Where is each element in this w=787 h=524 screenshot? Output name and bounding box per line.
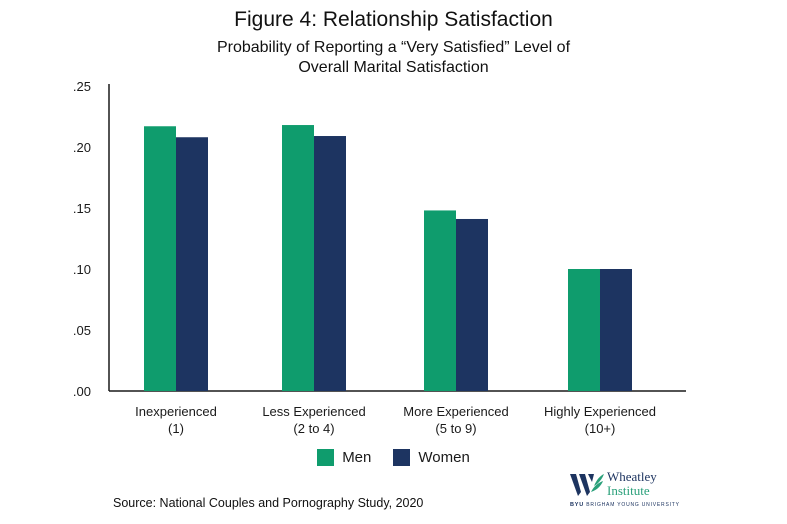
- chart-title: Figure 4: Relationship Satisfaction: [234, 8, 553, 31]
- bar-men-3: [424, 210, 456, 391]
- y-tick-label: .25: [73, 79, 91, 94]
- legend: Men Women: [0, 449, 787, 466]
- wheatley-w-icon: [570, 474, 604, 496]
- logo-tagline-university: BRIGHAM YOUNG UNIVERSITY: [586, 502, 680, 508]
- x-tick-label: Highly Experienced: [544, 404, 656, 419]
- logo-tagline-byu: BYU: [570, 502, 585, 508]
- legend-label-men: Men: [342, 449, 372, 466]
- x-tick-sublabel: (5 to 9): [435, 421, 476, 436]
- bar-women-3: [456, 218, 488, 391]
- legend-swatch-men: [317, 449, 335, 466]
- logo-tagline: BYU BRIGHAM YOUNG UNIVERSITY: [570, 502, 680, 508]
- x-tick-label: More Experienced: [403, 404, 509, 419]
- bar-women-4: [600, 269, 632, 391]
- x-tick-label: Less Experienced: [262, 404, 365, 419]
- wheatley-institute-logo: Wheatley Institute BYU BRIGHAM YOUNG UNI…: [570, 470, 700, 514]
- legend-label-women: Women: [418, 449, 470, 466]
- legend-item-women: Women: [393, 449, 470, 466]
- bar-men-1: [144, 126, 176, 391]
- y-tick-label: .20: [73, 140, 91, 155]
- bar-men-2: [282, 125, 314, 391]
- legend-item-men: Men: [317, 449, 371, 466]
- source-note: Source: National Couples and Pornography…: [113, 496, 424, 510]
- subtitle-line-2: Overall Marital Satisfaction: [298, 59, 489, 76]
- bar-women-1: [176, 137, 208, 391]
- x-tick-sublabel: (10+): [585, 421, 616, 436]
- logo-name-line-1: Wheatley: [607, 469, 657, 484]
- x-tick-sublabel: (2 to 4): [293, 421, 334, 436]
- chart-subtitle: Probability of Reporting a “Very Satisfi…: [0, 38, 787, 78]
- y-tick-label: .00: [73, 384, 91, 399]
- logo-name-line-2: Institute: [607, 483, 650, 498]
- y-tick-label: .05: [73, 323, 91, 338]
- logo-name: Wheatley Institute: [607, 470, 657, 498]
- subtitle-line-1: Probability of Reporting a “Very Satisfi…: [216, 39, 571, 56]
- x-tick-sublabel: (1): [168, 421, 184, 436]
- y-tick-label: .10: [73, 262, 91, 277]
- x-tick-label: Inexperienced: [135, 404, 217, 419]
- bar-women-2: [314, 136, 346, 391]
- bar-men-4: [568, 269, 600, 391]
- legend-swatch-women: [393, 449, 411, 466]
- y-tick-label: .15: [73, 201, 91, 216]
